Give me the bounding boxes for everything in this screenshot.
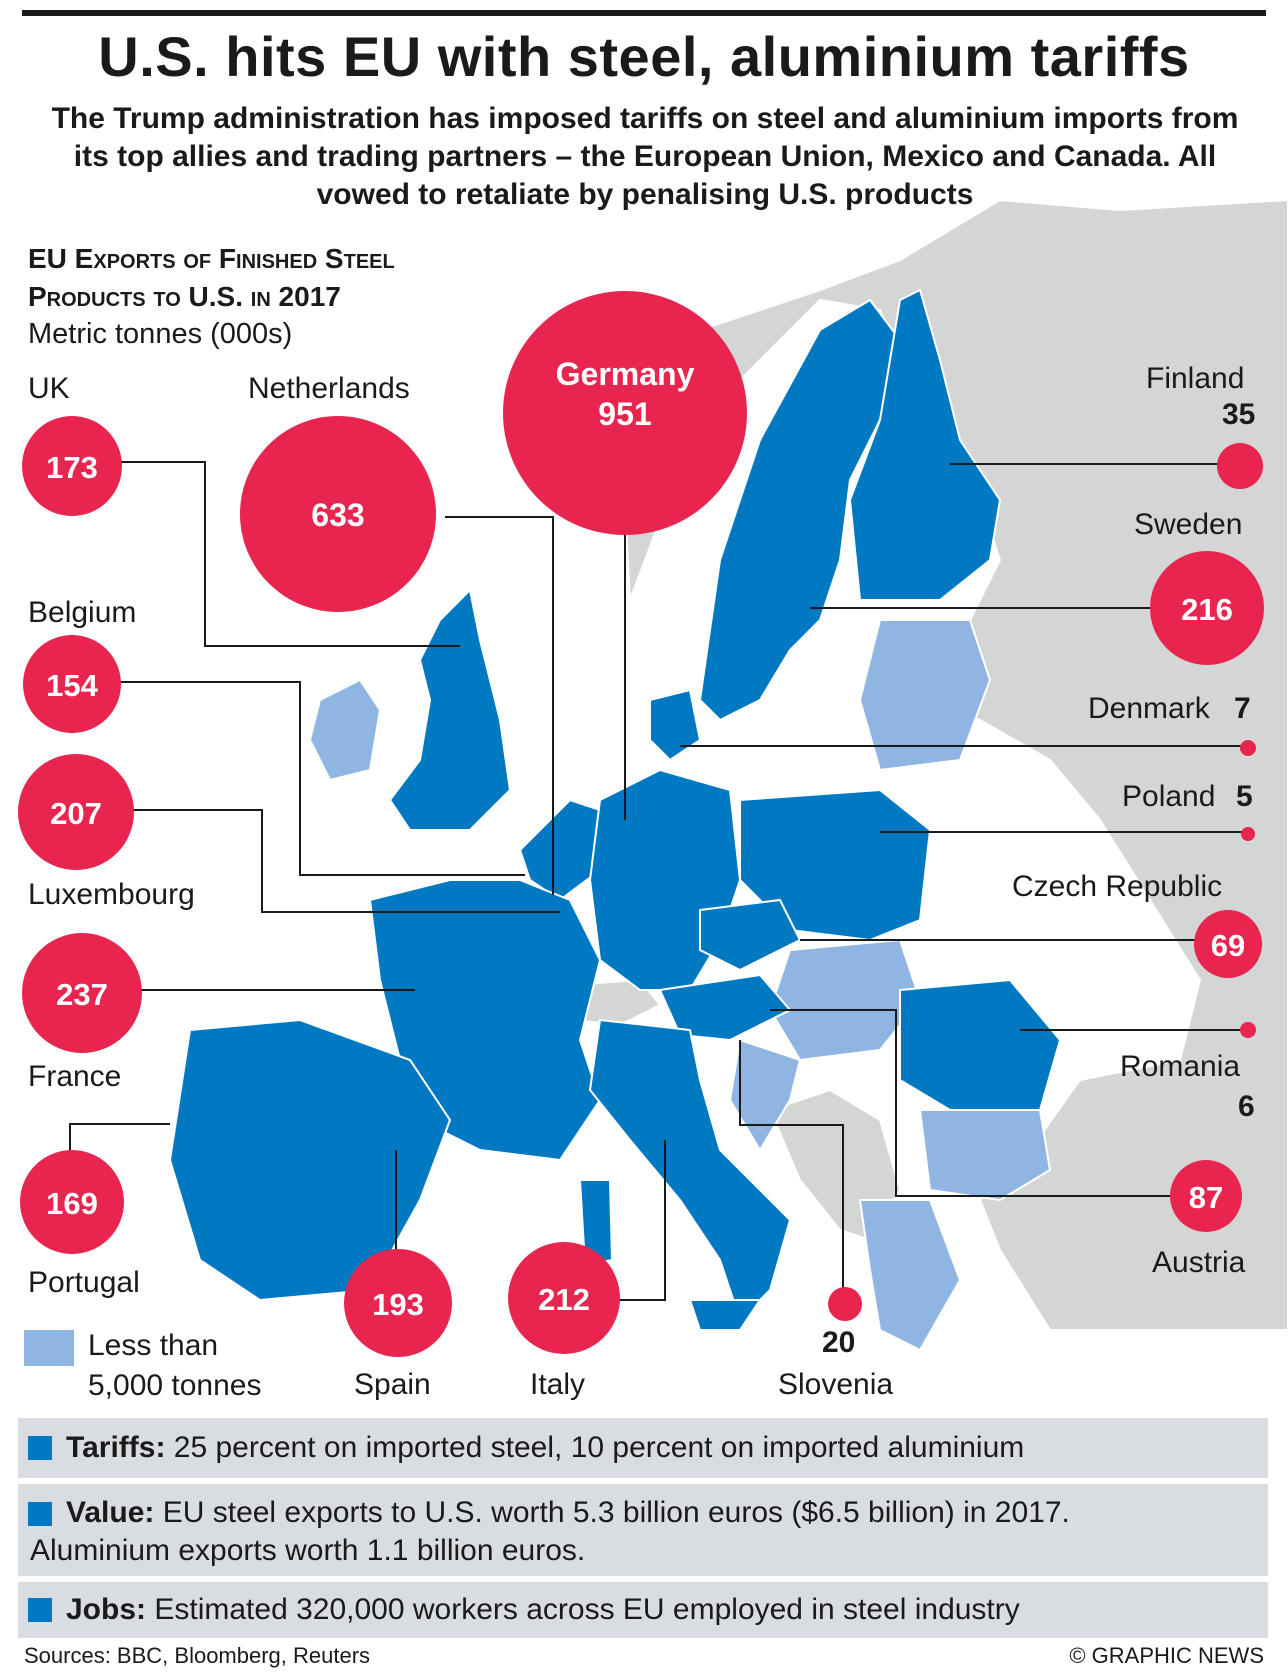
bubble-romania: [1240, 1022, 1256, 1038]
bubble-belgium: [23, 635, 121, 733]
bubble-portugal: [20, 1150, 124, 1254]
bubble-austria: [1170, 1160, 1242, 1232]
credit: © GRAPHIC NEWS: [1069, 1643, 1264, 1668]
value-portugal: 169: [46, 1186, 98, 1221]
romania: [899, 978, 1062, 1111]
label-portugal: Portugal: [28, 1266, 140, 1299]
bubble-sweden: [1150, 551, 1264, 665]
austria: [658, 973, 792, 1042]
czech: [699, 898, 802, 972]
label-romania: Romania: [1120, 1050, 1241, 1083]
label-uk: UK: [28, 372, 70, 405]
value-belgium: 154: [46, 668, 98, 703]
label-poland: Poland: [1122, 780, 1216, 813]
bulgaria: [918, 1109, 1052, 1202]
value-austria: 87: [1189, 1180, 1223, 1215]
fact-value-label: Value:: [66, 1496, 155, 1529]
bubble-finland: [1217, 443, 1263, 489]
top-rule: [22, 10, 1266, 16]
page-title: U.S. hits EU with steel, aluminium tarif…: [98, 25, 1190, 88]
bubble-slovenia: [828, 1287, 862, 1321]
label-spain: Spain: [354, 1368, 431, 1401]
bubble-spain: [344, 1249, 452, 1357]
page-subtitle: The Trump administration has imposed tar…: [51, 102, 1239, 211]
map-area: 173 633 Germany 951 154 207 237 169 193 …: [18, 198, 1288, 1406]
label-austria: Austria: [1152, 1246, 1246, 1279]
chart-title-line1: EU Exports of Finished Steel: [28, 243, 395, 274]
bullet-square: [28, 1436, 52, 1460]
bubbles: 173 633 Germany 951 154 207 237 169 193 …: [18, 291, 1264, 1357]
finland: [848, 288, 1002, 601]
bubble-italy: [508, 1242, 620, 1354]
value-denmark: 7: [1234, 692, 1251, 725]
fact-value: Value: EU steel exports to U.S. worth 5.…: [18, 1484, 1268, 1576]
value-sweden: 216: [1181, 592, 1233, 627]
value-romania: 6: [1238, 1090, 1255, 1123]
value-france: 237: [56, 977, 108, 1012]
slovakia-hungary: [768, 938, 922, 1062]
fact-tariffs-label: Tariffs:: [66, 1431, 166, 1464]
legend-line2: 5,000 tonnes: [88, 1369, 262, 1402]
sicily: [688, 1299, 762, 1331]
sweden-norway: [698, 298, 902, 722]
bubble-uk: [22, 416, 122, 516]
europe-map: 173 633 Germany 951 154 207 237 169 193 …: [18, 198, 1288, 1357]
greece: [858, 1199, 962, 1352]
value-spain: 193: [372, 1287, 424, 1322]
label-czech: Czech Republic: [1012, 870, 1223, 903]
baltics: [858, 619, 992, 772]
sardinia: [578, 1179, 614, 1267]
label-france: France: [28, 1060, 122, 1093]
bubble-netherlands: [240, 416, 436, 612]
label-luxembourg: Luxembourg: [28, 878, 195, 911]
bubble-germany: [503, 291, 747, 535]
label-belgium: Belgium: [28, 596, 137, 629]
label-slovenia: Slovenia: [778, 1368, 894, 1401]
label-italy: Italy: [530, 1368, 586, 1401]
unit-label: Metric tonnes (000s): [28, 318, 293, 350]
fact-tariffs-text: 25 percent on imported steel, 10 percent…: [173, 1431, 1025, 1464]
value-germany: 951: [598, 396, 651, 432]
fact-jobs: Jobs: Estimated 320,000 workers across E…: [18, 1582, 1268, 1638]
label-sweden: Sweden: [1134, 508, 1243, 541]
bubble-denmark: [1240, 740, 1256, 756]
value-finland: 35: [1222, 398, 1256, 431]
poland: [739, 788, 932, 942]
label-finland: Finland: [1146, 362, 1245, 395]
label-germany: Germany: [556, 356, 695, 392]
fact-tariffs: Tariffs: 25 percent on imported steel, 1…: [18, 1418, 1268, 1478]
bubble-france: [22, 933, 142, 1053]
fact-value-text: EU steel exports to U.S. worth 5.3 billi…: [162, 1496, 1070, 1529]
bubble-czech: [1194, 910, 1262, 978]
value-czech: 69: [1211, 928, 1245, 963]
uk: [388, 587, 512, 831]
bubble-poland: [1241, 827, 1255, 841]
legend-swatch: [24, 1330, 74, 1366]
label-denmark: Denmark: [1088, 692, 1210, 725]
ireland: [308, 678, 382, 782]
legend-line1: Less than: [88, 1329, 219, 1362]
bubble-luxembourg: [18, 754, 134, 870]
bullet-square: [28, 1598, 52, 1622]
bullet-square: [28, 1502, 52, 1526]
chart-title-line2: Products to U.S. in 2017: [28, 281, 341, 312]
value-uk: 173: [46, 450, 98, 485]
label-netherlands: Netherlands: [248, 372, 410, 405]
chart-title: EU Exports of Finished Steel Products to…: [28, 240, 395, 316]
value-poland: 5: [1236, 780, 1253, 813]
non-eu-land: [618, 198, 1288, 1331]
value-slovenia: 20: [822, 1326, 856, 1359]
value-netherlands: 633: [311, 497, 364, 533]
value-italy: 212: [538, 1282, 590, 1317]
fact-value-text2: Aluminium exports worth 1.1 billion euro…: [30, 1534, 586, 1567]
legend-text: Less than 5,000 tonnes: [88, 1326, 261, 1406]
sources: Sources: BBC, Bloomberg, Reuters: [24, 1643, 371, 1668]
denmark: [649, 688, 702, 762]
fact-jobs-label: Jobs:: [66, 1593, 147, 1626]
value-luxembourg: 207: [50, 796, 102, 831]
fact-jobs-text: Estimated 320,000 workers across EU empl…: [154, 1593, 1020, 1626]
